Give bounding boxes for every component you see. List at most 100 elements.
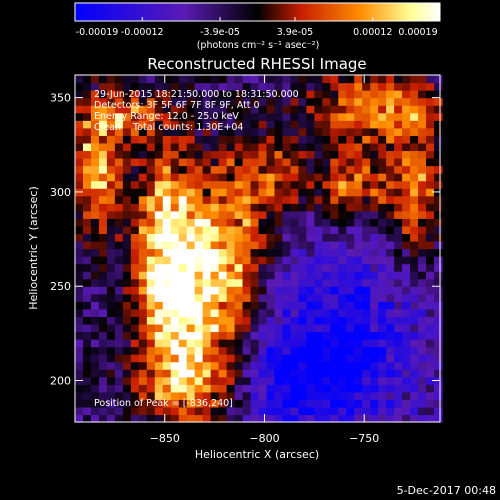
heatmap-cell xyxy=(394,263,403,272)
heatmap-cell xyxy=(298,278,307,287)
heatmap-cell xyxy=(210,142,220,152)
heatmap-cell xyxy=(210,135,220,144)
heatmap-cell xyxy=(106,135,116,144)
heatmap-cell xyxy=(410,384,419,393)
heatmap-cell xyxy=(90,120,100,129)
heatmap-cell xyxy=(314,173,323,182)
heatmap-cell xyxy=(370,225,379,235)
heatmap-cell xyxy=(138,361,148,370)
heatmap-cell xyxy=(114,376,124,385)
heatmap-cell xyxy=(418,188,427,197)
heatmap-cell xyxy=(402,263,411,272)
heatmap-cell xyxy=(410,180,419,189)
heatmap-cell xyxy=(138,157,148,167)
heatmap-cell xyxy=(346,210,355,219)
heatmap-cell xyxy=(98,112,108,121)
heatmap-cell xyxy=(178,82,188,91)
heatmap-cell xyxy=(338,286,347,295)
heatmap-cell xyxy=(314,308,323,317)
heatmap-cell xyxy=(378,120,387,129)
heatmap-cell xyxy=(82,331,92,340)
heatmap-cell xyxy=(250,384,260,393)
heatmap-cell xyxy=(98,203,108,212)
heatmap-cell xyxy=(202,210,212,219)
heatmap-cell xyxy=(330,339,339,348)
heatmap-cell xyxy=(226,256,236,265)
heatmap-cell xyxy=(186,75,196,84)
heatmap-cell xyxy=(210,293,220,302)
heatmap-cell xyxy=(186,323,196,333)
heatmap-cell xyxy=(138,233,148,242)
heatmap-cell xyxy=(218,90,228,99)
heatmap-cell xyxy=(122,142,132,152)
heatmap-cell xyxy=(98,414,108,423)
heatmap-cell xyxy=(418,195,427,204)
x-axis: −850 −800 −750 xyxy=(150,75,379,445)
heatmap-cell xyxy=(154,112,164,121)
heatmap-cell xyxy=(194,301,204,310)
heatmap-cell xyxy=(82,354,92,363)
heatmap-cell xyxy=(378,293,387,302)
heatmap-cell xyxy=(370,263,379,272)
heatmap-cell xyxy=(202,150,212,159)
heatmap-cell xyxy=(170,188,180,197)
heatmap-cell xyxy=(378,127,387,136)
heatmap-cell xyxy=(266,369,276,378)
heatmap-cell xyxy=(114,112,124,121)
heatmap-cell xyxy=(90,339,100,348)
heatmap-cell xyxy=(410,112,419,121)
heatmap-cell xyxy=(242,376,252,385)
heatmap-cell xyxy=(346,316,355,325)
heatmap-cell xyxy=(178,105,188,114)
heatmap-cell xyxy=(226,331,236,340)
heatmap-cell xyxy=(210,308,220,317)
heatmap-cell xyxy=(290,90,299,99)
heatmap-cell xyxy=(178,301,188,310)
heatmap-cell xyxy=(162,157,172,167)
heatmap-cell xyxy=(114,406,124,416)
heatmap-cell xyxy=(258,82,268,91)
heatmap-cell xyxy=(170,293,180,302)
heatmap-cell xyxy=(258,210,268,219)
heatmap-cell xyxy=(434,165,443,174)
heatmap-cell xyxy=(138,263,148,272)
heatmap-cell xyxy=(146,188,156,197)
heatmap-cell xyxy=(362,233,371,242)
heatmap-cell xyxy=(274,225,284,235)
heatmap-cell xyxy=(346,135,355,144)
heatmap-cell xyxy=(258,180,268,189)
heatmap-cell xyxy=(178,127,188,136)
heatmap-cell xyxy=(354,225,363,235)
heatmap-cell xyxy=(426,376,435,385)
heatmap-cell xyxy=(282,142,292,152)
heatmap-cell xyxy=(298,112,307,121)
heatmap-cell xyxy=(138,225,148,235)
heatmap-cell xyxy=(290,256,299,265)
heatmap-cell xyxy=(202,391,212,400)
heatmap-cell xyxy=(306,406,315,416)
heatmap-cell xyxy=(426,414,435,423)
heatmap-cell xyxy=(146,120,156,129)
heatmap-cell xyxy=(122,135,132,144)
heatmap-cell xyxy=(226,399,236,408)
heatmap-cell xyxy=(306,82,315,91)
heatmap-cell xyxy=(298,188,307,197)
heatmap-cell xyxy=(354,127,363,136)
heatmap-cell xyxy=(106,97,116,106)
heatmap-cell xyxy=(90,256,100,265)
heatmap-cell xyxy=(242,263,252,272)
heatmap-cell xyxy=(218,339,228,348)
heatmap-cell xyxy=(378,210,387,219)
heatmap-cell xyxy=(162,369,172,378)
heatmap-cell xyxy=(122,316,132,325)
heatmap-cell xyxy=(338,248,347,257)
heatmap-cell xyxy=(218,323,228,333)
heatmap-cell xyxy=(178,165,188,174)
heatmap-cell xyxy=(418,331,427,340)
heatmap-cell xyxy=(258,406,268,416)
heatmap-cell xyxy=(418,339,427,348)
heatmap-cell xyxy=(114,135,124,144)
plot-frame xyxy=(74,74,441,423)
heatmap-cell xyxy=(75,210,84,219)
